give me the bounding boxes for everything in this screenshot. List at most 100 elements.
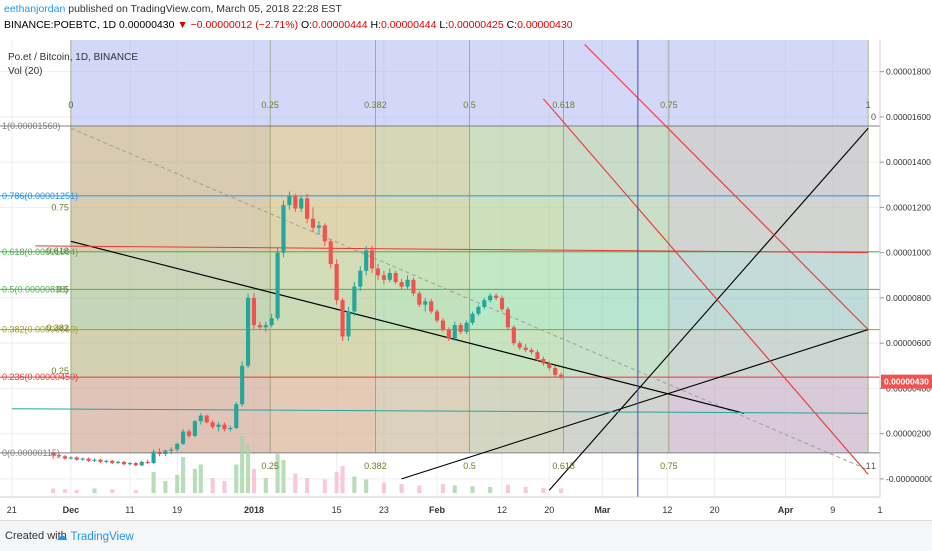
- time-tick-label-1: Dec: [63, 505, 80, 515]
- candle-body: [423, 301, 428, 305]
- candle-body: [322, 225, 327, 242]
- volume-bar-14: [234, 464, 239, 493]
- candle-body: [511, 327, 516, 344]
- candle-68: [452, 321, 457, 341]
- candle-31: [234, 401, 239, 430]
- time-tick-label-3: 19: [172, 505, 182, 515]
- volume-bar-22: [305, 478, 310, 493]
- candle-65: [434, 309, 440, 323]
- right-edge-label-1: 1: [871, 461, 876, 471]
- candle-body: [316, 225, 321, 228]
- right-edge-label-0: 0: [871, 112, 876, 122]
- candle-body: [458, 325, 463, 332]
- fib-level-label-0: 1(0.00001560): [2, 121, 61, 131]
- volume-bar-17: [251, 469, 257, 493]
- open-label: O:: [301, 19, 313, 31]
- volume-bar-37: [541, 487, 546, 493]
- volume-bar-23: [322, 479, 327, 493]
- candle-48: [334, 259, 339, 305]
- candle-body: [234, 404, 239, 428]
- candle-body: [452, 325, 457, 339]
- candle-body: [80, 458, 85, 460]
- author-link[interactable]: eethanjordan: [4, 3, 66, 15]
- candle-body: [299, 198, 304, 209]
- chart-header: eethanjordan published on TradingView.co…: [0, 0, 932, 34]
- volume-bar-3: [92, 488, 97, 493]
- fib-level-label-4: 0.382(0.00000660): [2, 325, 78, 335]
- candle-body: [464, 322, 469, 332]
- candle-body: [559, 374, 564, 378]
- candle-13: [127, 461, 132, 466]
- candle-body: [387, 273, 392, 280]
- candle-70: [464, 320, 469, 335]
- candle-22: [181, 429, 186, 445]
- candle-26: [204, 414, 209, 424]
- candle-40: [287, 191, 292, 210]
- fib-zone-bottom-label-3: 0.618: [552, 461, 575, 471]
- candle-body: [181, 431, 186, 444]
- candle-75: [494, 293, 499, 301]
- fib-zone-bottom-label-0: 0.25: [261, 461, 279, 471]
- candle-body: [62, 456, 68, 459]
- volume-bar-24: [334, 472, 339, 493]
- candle-25: [198, 413, 203, 425]
- candle-body: [121, 461, 127, 465]
- tradingview-logo[interactable]: ☁ TradingView: [56, 529, 134, 543]
- candle-body: [482, 300, 487, 307]
- volume-bar-28: [381, 482, 386, 493]
- volume-bar-15: [240, 436, 245, 493]
- fib-zone-bottom-label-1: 0.382: [364, 461, 387, 471]
- time-tick-label-2: 11: [125, 505, 134, 515]
- volume-bar-35: [505, 484, 510, 493]
- high-value: 0.00000444: [381, 19, 437, 31]
- gann-left-label-0: 0.25: [51, 366, 69, 376]
- time-tick-label-8: 12: [497, 505, 507, 515]
- volume-bar-7: [163, 481, 168, 493]
- close-label: C:: [506, 19, 518, 31]
- candle-83: [541, 356, 546, 366]
- fib-level-label-6: 0(0.00000115): [2, 448, 60, 458]
- fib-zone-label-1: 0.25: [261, 100, 279, 110]
- candle-body: [446, 329, 451, 339]
- candle-body: [505, 309, 510, 328]
- candle-body: [310, 218, 316, 228]
- volume-bar-5: [133, 490, 138, 493]
- plot-area: [0, 40, 880, 497]
- time-tick-label-6: 23: [379, 505, 389, 515]
- candle-body: [210, 422, 215, 427]
- chart-legend-title: Po.et / Bitcoin, 1D, BINANCE: [8, 52, 138, 63]
- price-tick-label-0: 0.00001800: [886, 67, 931, 77]
- rising-trendline-1: [401, 329, 869, 480]
- candle-3: [68, 456, 73, 460]
- candle-body: [68, 457, 73, 459]
- candle-body: [346, 311, 351, 337]
- low-value: 0.00000425: [448, 19, 504, 31]
- candle-54: [370, 245, 375, 274]
- candle-24: [192, 420, 197, 438]
- last-price: 0.00000430: [118, 19, 175, 31]
- candle-body: [488, 295, 493, 301]
- candle-body: [328, 241, 333, 264]
- gann-left-label-3: 0.618: [46, 246, 69, 256]
- price-axis-bg: [880, 40, 932, 497]
- trend-lines: [11, 40, 869, 497]
- candle-body: [116, 461, 121, 464]
- candle-76: [499, 295, 505, 312]
- candle-8: [98, 458, 103, 464]
- candle-35: [257, 321, 262, 330]
- high-label: H:: [370, 19, 382, 31]
- price-chart[interactable]: 1(0.00001560) 0.786(0.00001251) 0.618(0.00…: [0, 34, 932, 520]
- grid-lines: [0, 40, 881, 497]
- candle-body: [157, 451, 162, 455]
- volume-bar-11: [198, 464, 203, 493]
- rising-trendline-2: [548, 127, 869, 491]
- candle-body: [393, 273, 398, 283]
- publish-date: published on TradingView.com, March 05, …: [68, 3, 342, 15]
- candle-body: [476, 306, 481, 314]
- price-tick-label-2: 0.00001400: [886, 157, 931, 167]
- candle-28: [216, 422, 221, 432]
- candle-72: [476, 304, 481, 317]
- horizontal-resistance: [35, 245, 869, 254]
- candle-body: [352, 286, 357, 312]
- tradingview-cloud-icon: ☁: [56, 531, 68, 543]
